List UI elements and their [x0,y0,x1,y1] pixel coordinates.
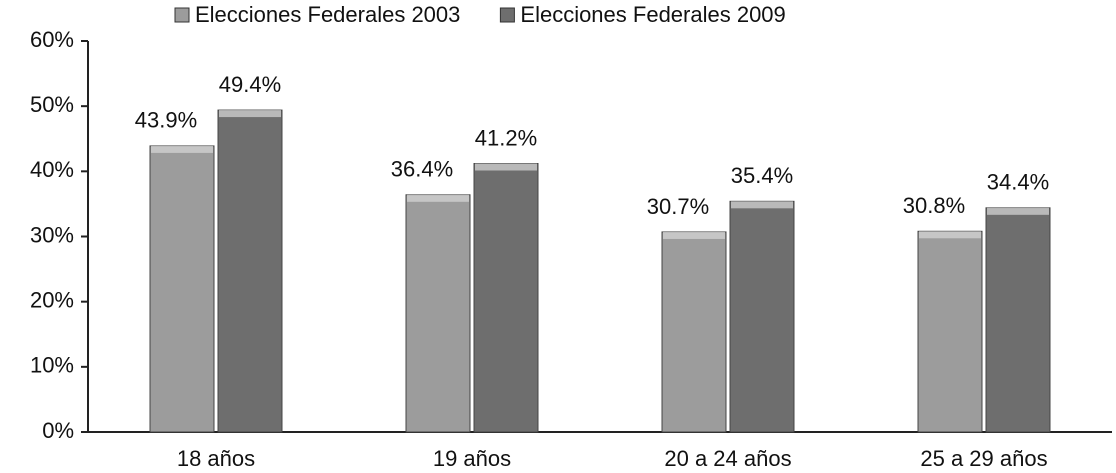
bar [917,230,983,433]
x-tick-label: 18 años [177,446,255,471]
y-tick-label: 0% [42,418,74,443]
y-tick-label: 10% [30,353,74,378]
y-tick-label: 50% [30,92,74,117]
bar [729,200,795,433]
bar [405,194,471,433]
bar-cap [731,201,793,209]
bar [661,231,727,433]
value-label: 34.4% [987,170,1049,195]
legend-label: Elecciones Federales 2009 [520,2,785,27]
x-tick-label: 19 años [433,446,511,471]
value-label: 30.7% [647,194,709,219]
bar [473,163,539,433]
bar-cap [407,194,469,202]
x-tick-label: 20 a 24 años [664,446,791,471]
bar [149,145,215,433]
y-tick-label: 40% [30,157,74,182]
value-label: 36.4% [391,157,453,182]
y-tick-label: 20% [30,287,74,312]
legend-swatch [174,7,190,23]
bar-cap [151,145,213,153]
bar [217,109,283,433]
value-label: 43.9% [135,108,197,133]
value-label: 49.4% [219,72,281,97]
y-tick-label: 60% [30,27,74,52]
y-tick-label: 30% [30,222,74,247]
bar-cap [987,207,1049,215]
x-tick-label: 25 a 29 años [920,446,1047,471]
bar-cap [663,231,725,239]
legend-swatch [499,7,515,23]
value-label: 41.2% [475,125,537,150]
bar-cap [919,231,981,239]
bar-cap [475,163,537,171]
value-label: 30.8% [903,193,965,218]
value-label: 35.4% [731,163,793,188]
bar-cap [219,110,281,118]
legend-label: Elecciones Federales 2003 [195,2,460,27]
bar [985,207,1051,433]
